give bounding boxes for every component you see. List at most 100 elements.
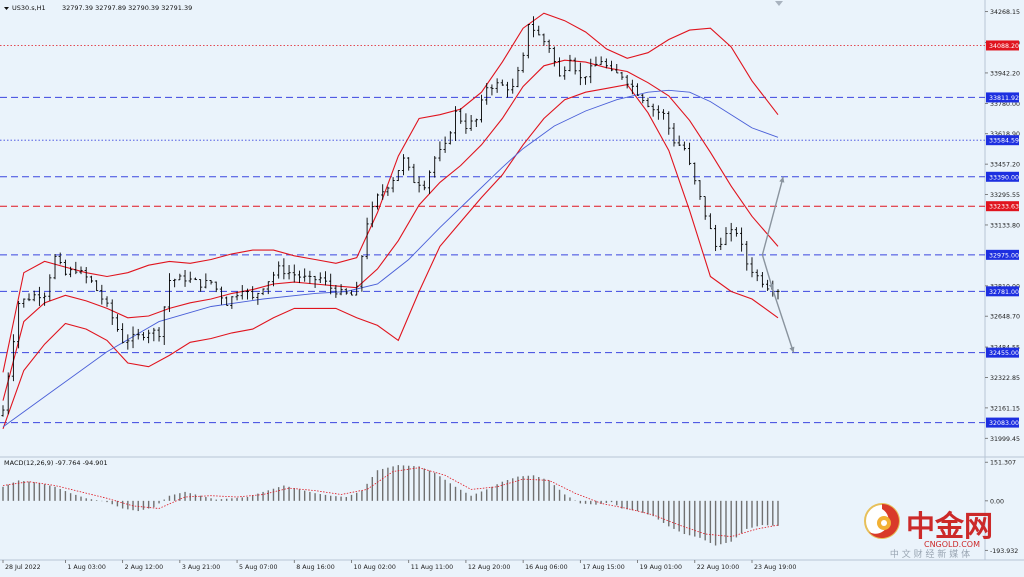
candle xyxy=(225,296,229,306)
candle xyxy=(521,52,525,73)
candle xyxy=(391,177,395,193)
candle xyxy=(641,93,645,104)
price-tick-label: 33295.55 xyxy=(990,192,1020,199)
candle xyxy=(635,83,640,96)
level-badge-label: 33233.63 xyxy=(989,204,1019,211)
candle xyxy=(32,290,36,302)
candle xyxy=(713,224,718,252)
projection-arrow-0 xyxy=(761,176,784,256)
candle xyxy=(531,16,536,38)
candle xyxy=(625,74,629,89)
projection-arrows xyxy=(761,176,795,353)
candle xyxy=(661,109,666,120)
macd-indicator-label: MACD(12,26,9) -97.764 -94.901 xyxy=(4,459,108,467)
candle xyxy=(485,83,489,105)
time-tick-label: 23 Aug 19:00 xyxy=(754,564,796,571)
candle xyxy=(282,258,286,280)
macd-scale: 151.307 0.00 -193.932 xyxy=(985,460,1018,555)
level-badge-label: 32781.00 xyxy=(989,289,1019,296)
candle xyxy=(609,60,614,72)
candle xyxy=(500,79,504,86)
long-moving-average xyxy=(2,89,779,428)
candle xyxy=(204,273,208,289)
header: US30.s,H1 32797.39 32797.89 32790.39 327… xyxy=(4,1,783,12)
candle xyxy=(745,241,749,271)
candle xyxy=(578,62,582,86)
price-tick-label: 32161.15 xyxy=(990,405,1020,412)
level-badge-bg xyxy=(986,135,1019,146)
candle xyxy=(199,279,203,292)
candle xyxy=(183,269,187,287)
candle xyxy=(105,296,109,307)
price-tick-label: 33133.80 xyxy=(990,222,1020,229)
candle xyxy=(448,131,452,145)
candle xyxy=(360,255,364,292)
candle xyxy=(22,298,26,308)
candle xyxy=(729,222,733,242)
candle xyxy=(375,193,380,210)
time-tick-label: 5 Aug 07:00 xyxy=(239,564,277,571)
candle xyxy=(630,79,634,95)
candle xyxy=(48,274,52,301)
candle xyxy=(131,326,135,349)
candle xyxy=(682,141,686,151)
candle xyxy=(687,142,692,166)
candle xyxy=(147,329,151,344)
candle xyxy=(583,76,588,85)
candle xyxy=(568,54,572,72)
candle xyxy=(152,327,156,342)
candle xyxy=(656,105,660,120)
price-tick-label: 34268.15 xyxy=(990,9,1020,16)
candle xyxy=(412,163,416,184)
level-badge-label: 32083.00 xyxy=(989,420,1019,427)
candle xyxy=(557,57,562,77)
candle xyxy=(469,115,473,131)
candle xyxy=(95,280,99,292)
watermark: 中金网 CNGOLD.COM 中 文 财 经 新 媒 体 xyxy=(864,503,993,560)
shift-marker-icon[interactable] xyxy=(775,1,783,6)
projection-arrow-1 xyxy=(761,254,774,290)
candle xyxy=(734,227,738,237)
time-tick-label: 22 Aug 10:00 xyxy=(697,564,739,571)
candle xyxy=(79,266,83,275)
level-badge-label: 33584.59 xyxy=(989,138,1019,145)
price-tick-label: 32322.85 xyxy=(990,375,1020,382)
time-tick-label: 8 Aug 16:00 xyxy=(296,564,334,571)
candle xyxy=(173,278,177,288)
level-badge-label: 32455.00 xyxy=(989,350,1019,357)
candle xyxy=(542,33,546,46)
candle xyxy=(121,323,125,344)
candle xyxy=(552,46,556,67)
chart-menu-triangle-icon[interactable] xyxy=(4,7,9,10)
level-badge-bg xyxy=(986,171,1019,182)
time-tick-label: 19 Aug 01:00 xyxy=(640,564,682,571)
candle xyxy=(651,103,655,117)
bollinger-upper-line xyxy=(2,12,779,373)
level-badges: 34088.20 33811.92 33584.59 33390.00 33233.63… xyxy=(986,40,1019,428)
candle xyxy=(188,271,192,283)
long-ma-line xyxy=(2,89,779,428)
time-tick-label: 16 Aug 06:00 xyxy=(525,564,567,571)
candle xyxy=(313,275,317,288)
bollinger-middle-line xyxy=(2,59,779,401)
candle xyxy=(339,284,343,296)
time-tick-label: 1 Aug 03:00 xyxy=(67,564,105,571)
candle xyxy=(703,196,707,220)
time-tick-label: 28 Jul 2022 xyxy=(5,564,41,571)
level-badge-bg xyxy=(986,201,1019,212)
candle xyxy=(240,285,244,300)
candle xyxy=(526,24,530,59)
symbol-timeframe: US30.s,H1 xyxy=(12,4,46,12)
candle xyxy=(27,293,31,302)
macd-histogram xyxy=(2,465,779,546)
time-tick-label: 3 Aug 21:00 xyxy=(182,564,220,571)
level-badge-label: 33811.92 xyxy=(989,95,1019,102)
macd-tick-label: 0.00 xyxy=(990,498,1004,505)
candle xyxy=(11,334,16,382)
candle xyxy=(136,328,140,340)
candle xyxy=(459,108,463,124)
candle xyxy=(69,266,73,278)
candle xyxy=(417,176,421,193)
candle xyxy=(370,201,374,228)
